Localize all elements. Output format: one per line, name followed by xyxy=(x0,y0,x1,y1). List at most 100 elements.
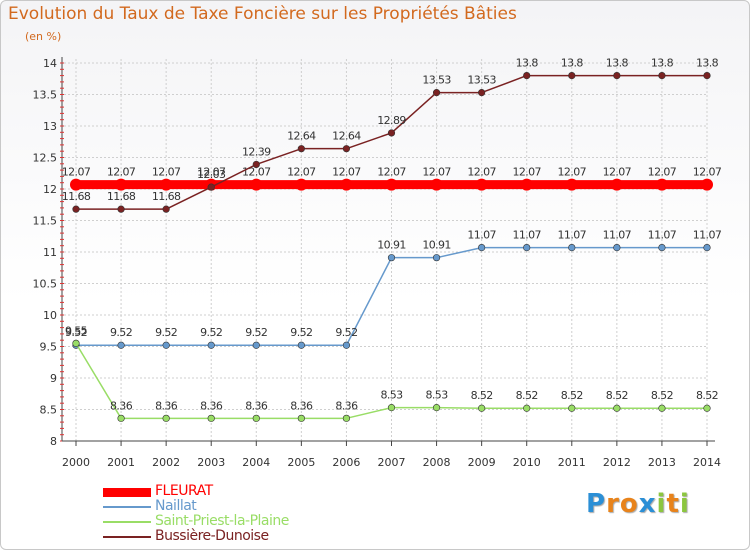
chart-legend: FLEURAT Naillat Saint-Priest-la-Plaine Buss… xyxy=(103,483,383,545)
data-label: 12.07 xyxy=(197,166,226,179)
data-label: 12.07 xyxy=(422,166,451,179)
data-point xyxy=(117,205,125,213)
data-label: 13.53 xyxy=(422,74,451,87)
data-label: 9.52 xyxy=(245,326,267,339)
data-label: 12.07 xyxy=(107,166,136,179)
y-tick-label: 9.5 xyxy=(40,341,58,354)
legend-item: Saint-Priest-la-Plaine xyxy=(103,513,383,530)
y-tick-label: 11 xyxy=(43,246,57,259)
data-label: 13.8 xyxy=(606,57,629,70)
logo-letter: r xyxy=(606,489,620,519)
data-point xyxy=(207,414,215,422)
data-point xyxy=(703,404,711,412)
data-label: 11.07 xyxy=(512,229,541,242)
legend-item: Bussière-Dunoise xyxy=(103,528,383,545)
data-point xyxy=(523,71,531,80)
data-label: 13.8 xyxy=(561,57,584,70)
logo-letter: t xyxy=(666,489,680,519)
data-label: 8.52 xyxy=(696,389,718,402)
data-point xyxy=(297,341,305,349)
data-point xyxy=(478,89,486,97)
data-point xyxy=(162,205,170,213)
data-label: 9.52 xyxy=(155,326,177,339)
data-point xyxy=(252,160,260,169)
data-label: 8.36 xyxy=(155,399,178,412)
x-tick-label: 2011 xyxy=(558,456,586,469)
data-label: 13.53 xyxy=(467,74,496,87)
logo-letter: P xyxy=(586,489,607,519)
data-point xyxy=(478,404,486,412)
data-point xyxy=(655,178,668,191)
data-point xyxy=(475,178,488,191)
data-point xyxy=(162,341,170,349)
data-point xyxy=(568,404,576,412)
data-label: 9.52 xyxy=(110,326,132,339)
x-tick-label: 2012 xyxy=(603,456,631,469)
data-point xyxy=(430,178,443,191)
data-point xyxy=(568,71,576,80)
data-point xyxy=(342,341,351,349)
logo-letter: o xyxy=(619,489,639,519)
data-point xyxy=(297,414,305,422)
data-label: 9.52 xyxy=(290,326,312,339)
x-tick-label: 2006 xyxy=(332,456,360,469)
x-tick-label: 2000 xyxy=(62,456,90,469)
x-tick-label: 2014 xyxy=(693,456,721,469)
x-tick-label: 2009 xyxy=(468,456,496,469)
data-label: 12.07 xyxy=(242,166,271,179)
data-label: 8.36 xyxy=(290,399,313,412)
data-label: 12.07 xyxy=(693,166,722,179)
data-label: 8.52 xyxy=(561,389,583,402)
y-tick-label: 12.5 xyxy=(33,152,58,165)
data-point xyxy=(658,71,666,80)
y-tick-label: 10 xyxy=(43,309,57,322)
data-point xyxy=(340,178,353,191)
legend-swatch xyxy=(103,521,151,523)
x-tick-label: 2010 xyxy=(513,456,541,469)
data-label: 12.07 xyxy=(558,166,587,179)
proxiti-logo: Proxiti xyxy=(586,489,690,519)
legend-item: Naillat xyxy=(103,498,383,515)
data-label: 11.07 xyxy=(603,229,632,242)
data-point xyxy=(115,178,128,191)
data-point xyxy=(523,404,531,412)
data-label: 12.03 xyxy=(197,168,226,181)
data-label: 8.53 xyxy=(380,389,403,402)
data-label: 10.91 xyxy=(422,239,451,252)
data-label: 12.07 xyxy=(512,166,541,179)
data-point xyxy=(252,414,260,422)
legend-item: FLEURAT xyxy=(103,483,383,500)
y-axis-unit: (en %) xyxy=(25,30,62,43)
line-chart: 8 8.5 9 9.5 10 10.5 11 11.5 12 12.5 13 13.5 14 2000 20… xyxy=(33,57,723,469)
data-point xyxy=(565,178,578,191)
legend-swatch xyxy=(103,506,151,508)
data-point xyxy=(70,178,82,191)
data-point xyxy=(432,254,441,262)
data-label: 8.52 xyxy=(651,389,673,402)
data-point xyxy=(520,178,533,191)
data-label: 12.07 xyxy=(648,166,677,179)
data-point xyxy=(117,414,125,422)
data-label: 12.07 xyxy=(152,166,181,179)
data-point xyxy=(703,71,711,80)
data-label: 8.36 xyxy=(110,399,133,412)
data-point xyxy=(297,145,305,153)
x-tick-label: 2008 xyxy=(423,456,451,469)
data-point xyxy=(568,243,576,252)
data-point xyxy=(523,243,531,252)
y-tick-label: 11.5 xyxy=(33,215,58,228)
data-point xyxy=(117,341,125,349)
data-point xyxy=(610,178,623,191)
data-point xyxy=(701,178,713,191)
data-label: 12.07 xyxy=(603,166,632,179)
x-tick-label: 2001 xyxy=(107,456,135,469)
data-label: 12.39 xyxy=(242,145,271,158)
data-point xyxy=(342,414,351,422)
data-point xyxy=(207,341,215,349)
data-label: 13.8 xyxy=(651,57,674,70)
y-tick-label: 8.5 xyxy=(40,404,58,417)
data-label: 11.68 xyxy=(62,190,91,203)
data-label: 8.36 xyxy=(200,399,223,412)
data-point xyxy=(432,89,441,97)
data-label: 12.64 xyxy=(332,130,361,143)
